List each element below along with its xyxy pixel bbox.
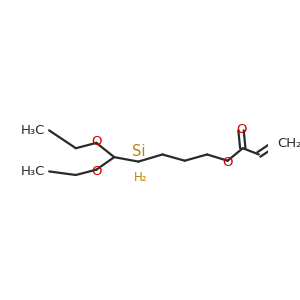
Text: Si: Si — [132, 144, 145, 159]
Text: O: O — [91, 165, 102, 178]
Text: H₃C: H₃C — [21, 124, 46, 137]
Text: O: O — [236, 123, 246, 136]
Text: CH₂: CH₂ — [278, 137, 300, 150]
Text: H₃C: H₃C — [21, 165, 46, 178]
Text: H₂: H₂ — [134, 170, 147, 184]
Text: O: O — [222, 156, 233, 169]
Text: O: O — [91, 135, 102, 148]
